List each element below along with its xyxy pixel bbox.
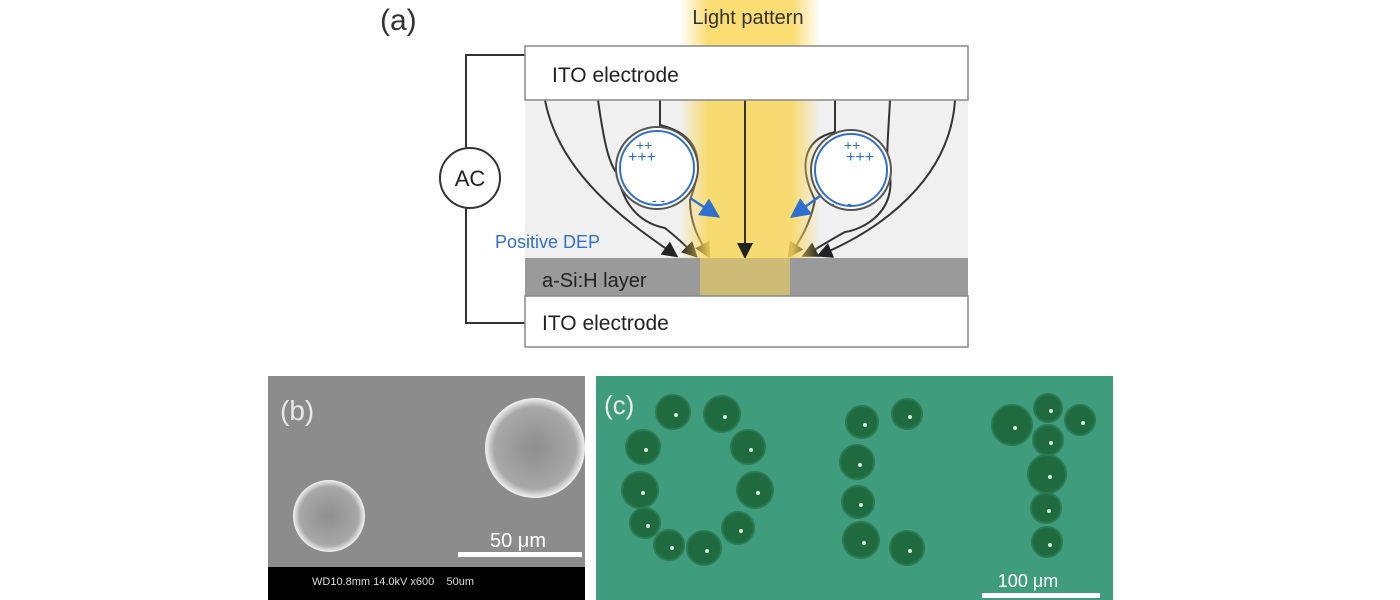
svg-text:+++: +++ <box>628 149 656 166</box>
particle-highlight <box>739 529 743 533</box>
microparticle <box>703 395 741 433</box>
particle-highlight <box>1049 441 1053 445</box>
svg-text:- - -: - - - <box>652 192 674 208</box>
top-ito-electrode <box>524 45 969 101</box>
sem-particle-small <box>293 480 365 552</box>
scale-label-b: 50 μm <box>490 530 546 552</box>
microparticle <box>721 511 755 545</box>
particle-highlight <box>644 448 648 452</box>
microparticle <box>1027 454 1067 494</box>
microparticle <box>991 404 1033 446</box>
particle-highlight <box>1048 543 1052 547</box>
panel-b-label: (b) <box>280 395 314 426</box>
ac-source-label: AC <box>455 166 486 191</box>
sem-info-text: WD10.8mm 14.0kV x600 50um <box>312 576 474 588</box>
circuit-wire <box>465 54 525 324</box>
particle-highlight <box>1047 509 1051 513</box>
svg-text:- - -: - - - <box>830 195 852 211</box>
particle-right: +++ ++ - - - <box>789 129 892 218</box>
microparticle <box>1064 404 1096 436</box>
particle-highlight <box>641 491 645 495</box>
microparticle <box>653 529 685 561</box>
panel-a: (a) AC Light pattern ITO electrode +++ +… <box>380 0 969 348</box>
particle-highlight <box>863 423 867 427</box>
particle-highlight <box>723 415 727 419</box>
particle-highlight <box>1081 421 1085 425</box>
microparticle <box>845 405 879 439</box>
microparticle <box>655 394 691 430</box>
microparticle <box>841 485 875 519</box>
microparticle <box>1031 526 1063 558</box>
microparticle <box>621 471 659 509</box>
light-pattern-beam <box>680 0 820 300</box>
particle-highlight <box>858 463 862 467</box>
top-electrode-label: ITO electrode <box>552 64 679 87</box>
scale-bar-b <box>458 552 582 557</box>
microparticle <box>730 429 766 465</box>
particle-highlight <box>859 503 863 507</box>
light-pattern-label: Light pattern <box>692 7 803 29</box>
panel-b: (b) 50 μm WD10.8mm 14.0kV x600 50um <box>268 376 585 600</box>
scale-bar-c <box>982 593 1100 598</box>
bottom-ito-electrode <box>524 295 969 348</box>
particle-highlight <box>1049 409 1053 413</box>
particle-highlight <box>862 541 866 545</box>
svg-text:+++: +++ <box>846 149 874 166</box>
particle-highlight <box>646 524 650 528</box>
particle-highlight <box>908 415 912 419</box>
microparticle <box>1032 424 1064 456</box>
sem-info-bar <box>268 567 585 600</box>
bottom-electrode-label: ITO electrode <box>542 312 669 335</box>
ac-source-icon <box>439 147 501 209</box>
microparticle <box>625 429 661 465</box>
svg-text:++: ++ <box>844 137 860 153</box>
microparticle <box>686 530 722 566</box>
particle-highlight <box>670 546 674 550</box>
scale-label-c: 100 μm <box>998 571 1058 591</box>
particle-pattern <box>621 393 1096 566</box>
microparticle <box>889 530 925 566</box>
particle-left: +++ ++ - - - <box>615 126 721 218</box>
microparticle <box>891 398 923 430</box>
particle-highlight <box>749 448 753 452</box>
layer-label: a-Si:H layer <box>542 270 647 292</box>
panel-a-label: (a) <box>380 4 417 37</box>
sem-particle-large <box>485 398 585 498</box>
particle-highlight <box>908 549 912 553</box>
illuminated-spot <box>700 258 790 296</box>
particle-highlight <box>1013 426 1017 430</box>
panel-c-label: (c) <box>604 390 634 420</box>
panel-c: (c) 100 μm <box>596 376 1113 600</box>
particle-highlight <box>674 413 678 417</box>
microparticle <box>629 507 661 539</box>
microparticle <box>1033 393 1063 423</box>
particle-highlight <box>705 549 709 553</box>
positive-dep-label: Positive DEP <box>495 232 600 252</box>
particle-highlight <box>756 491 760 495</box>
microparticle <box>839 444 875 480</box>
microparticle <box>1030 492 1062 524</box>
microparticle <box>736 471 774 509</box>
svg-text:++: ++ <box>636 137 652 153</box>
particle-highlight <box>1048 475 1052 479</box>
microparticle <box>842 521 880 559</box>
